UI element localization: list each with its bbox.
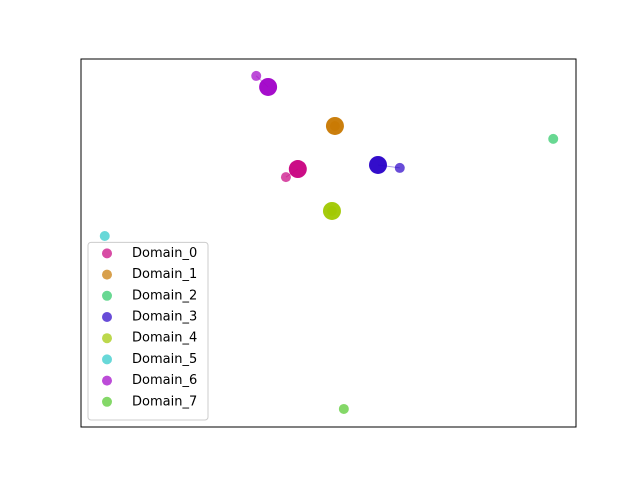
centroid xyxy=(322,201,341,220)
centroid xyxy=(259,77,278,96)
legend-label: Domain_0 xyxy=(132,246,197,261)
legend-marker xyxy=(102,354,112,365)
legend-marker xyxy=(102,333,112,344)
legend-label: Domain_6 xyxy=(132,373,197,388)
legend-label: Domain_1 xyxy=(132,267,197,282)
legend-marker xyxy=(102,269,112,280)
legend-marker xyxy=(102,290,112,301)
point xyxy=(280,172,291,183)
legend-label: Domain_5 xyxy=(132,352,197,367)
centroid xyxy=(288,160,307,179)
legend-label: Domain_7 xyxy=(132,394,197,409)
point xyxy=(394,162,405,173)
legend-label: Domain_2 xyxy=(132,288,197,303)
point xyxy=(338,403,349,414)
point xyxy=(99,231,110,242)
legend-marker xyxy=(102,375,112,386)
centroid xyxy=(325,116,344,135)
legend-marker xyxy=(102,248,112,259)
legend-marker xyxy=(102,396,112,407)
point xyxy=(251,70,262,81)
centroid xyxy=(369,155,387,174)
point xyxy=(548,133,559,144)
legend-box xyxy=(87,241,209,421)
legend-marker xyxy=(102,312,112,322)
plot-frame xyxy=(80,58,577,428)
legend-label: Domain_3 xyxy=(132,310,197,325)
legend-label: Domain_4 xyxy=(132,331,197,346)
